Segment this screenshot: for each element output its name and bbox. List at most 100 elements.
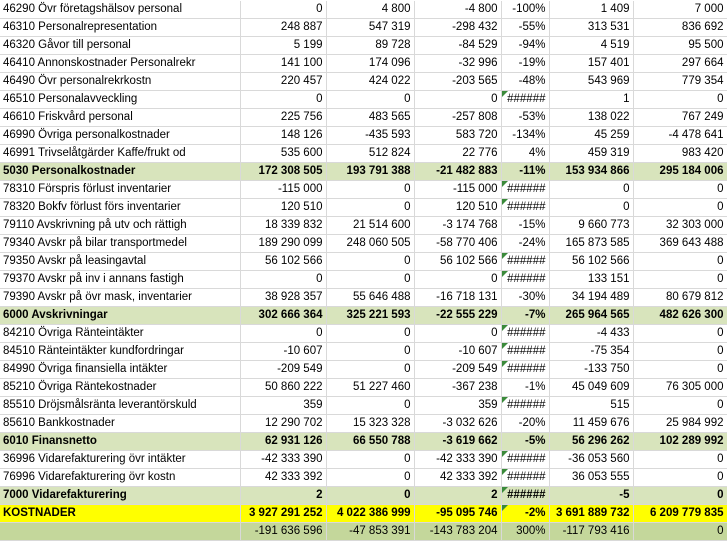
value-cell-6[interactable]: 0	[633, 486, 727, 505]
value-cell-6[interactable]: -4 478 641	[633, 126, 727, 145]
value-cell-1[interactable]: 18 339 832	[240, 216, 327, 235]
value-cell-5[interactable]: 459 319	[549, 144, 634, 163]
diff-cell[interactable]: 0	[414, 90, 502, 109]
diff-cell[interactable]: 120 510	[414, 198, 502, 217]
value-cell-6[interactable]: 482 626 300	[633, 306, 727, 325]
account-cell[interactable]: 84990 Övriga finansiella intäkter	[0, 360, 241, 379]
value-cell-6[interactable]: 779 354	[633, 72, 727, 91]
value-cell-2[interactable]: 21 514 600	[326, 216, 415, 235]
pct-cell[interactable]: -1%	[501, 378, 550, 397]
value-cell-6[interactable]: 0	[633, 324, 727, 343]
value-cell-1[interactable]: 38 928 357	[240, 288, 327, 307]
value-cell-6[interactable]: 32 303 000	[633, 216, 727, 235]
value-cell-6[interactable]: 0	[633, 90, 727, 109]
value-cell-5[interactable]: 1	[549, 90, 634, 109]
pct-cell[interactable]: -15%	[501, 216, 550, 235]
value-cell-5[interactable]: 4 519	[549, 36, 634, 55]
pct-cell[interactable]: ######	[501, 324, 550, 343]
diff-cell[interactable]: -10 607	[414, 342, 502, 361]
value-cell-1[interactable]: 359	[240, 396, 327, 415]
value-cell-1[interactable]: 42 333 392	[240, 468, 327, 487]
value-cell-2[interactable]: 0	[326, 342, 415, 361]
diff-cell[interactable]: 583 720	[414, 126, 502, 145]
value-cell-1[interactable]: 5 199	[240, 36, 327, 55]
pct-cell[interactable]: 300%	[501, 522, 550, 541]
account-cell[interactable]: 46320 Gåvor till personal	[0, 36, 241, 55]
diff-cell[interactable]: -3 174 768	[414, 216, 502, 235]
value-cell-6[interactable]: 0	[633, 450, 727, 469]
value-cell-6[interactable]: 0	[633, 468, 727, 487]
value-cell-6[interactable]: 0	[633, 396, 727, 415]
account-cell[interactable]: 46510 Personalavveckling	[0, 90, 241, 109]
account-cell[interactable]: KOSTNADER	[0, 504, 241, 523]
value-cell-1[interactable]: 220 457	[240, 72, 327, 91]
value-cell-6[interactable]: 0	[633, 360, 727, 379]
account-cell[interactable]	[0, 522, 241, 541]
value-cell-5[interactable]: 133 151	[549, 270, 634, 289]
value-cell-5[interactable]: 3 691 889 732	[549, 504, 634, 523]
pct-cell[interactable]: ######	[501, 468, 550, 487]
diff-cell[interactable]: 0	[414, 324, 502, 343]
value-cell-6[interactable]: 95 500	[633, 36, 727, 55]
value-cell-6[interactable]: 369 643 488	[633, 234, 727, 253]
pct-cell[interactable]: -5%	[501, 432, 550, 451]
account-cell[interactable]: 6000 Avskrivningar	[0, 306, 241, 325]
value-cell-6[interactable]: 0	[633, 522, 727, 541]
value-cell-2[interactable]: 55 646 488	[326, 288, 415, 307]
value-cell-5[interactable]: 543 969	[549, 72, 634, 91]
value-cell-1[interactable]: -10 607	[240, 342, 327, 361]
value-cell-2[interactable]: 51 227 460	[326, 378, 415, 397]
value-cell-2[interactable]: 248 060 505	[326, 234, 415, 253]
value-cell-5[interactable]: -75 354	[549, 342, 634, 361]
value-cell-6[interactable]: 297 664	[633, 54, 727, 73]
pct-cell[interactable]: ######	[501, 360, 550, 379]
diff-cell[interactable]: 56 102 566	[414, 252, 502, 271]
value-cell-2[interactable]: 4 022 386 999	[326, 504, 415, 523]
diff-cell[interactable]: -3 619 662	[414, 432, 502, 451]
pct-cell[interactable]: -55%	[501, 18, 550, 37]
value-cell-2[interactable]: 0	[326, 450, 415, 469]
value-cell-2[interactable]: 0	[326, 396, 415, 415]
diff-cell[interactable]: -42 333 390	[414, 450, 502, 469]
value-cell-1[interactable]: 2	[240, 486, 327, 505]
pct-cell[interactable]: ######	[501, 180, 550, 199]
value-cell-1[interactable]: 3 927 291 252	[240, 504, 327, 523]
value-cell-5[interactable]: -4 433	[549, 324, 634, 343]
value-cell-1[interactable]: 50 860 222	[240, 378, 327, 397]
value-cell-2[interactable]: -47 853 391	[326, 522, 415, 541]
account-cell[interactable]: 79350 Avskr på leasingavtal	[0, 252, 241, 271]
diff-cell[interactable]: 0	[414, 270, 502, 289]
value-cell-6[interactable]: 76 305 000	[633, 378, 727, 397]
account-cell[interactable]: 46410 Annonskostnader Personalrekr	[0, 54, 241, 73]
value-cell-5[interactable]: 1 409	[549, 1, 634, 19]
diff-cell[interactable]: -203 565	[414, 72, 502, 91]
pct-cell[interactable]: ######	[501, 90, 550, 109]
account-cell[interactable]: 46490 Övr personalrekrkostn	[0, 72, 241, 91]
value-cell-1[interactable]: 0	[240, 90, 327, 109]
value-cell-2[interactable]: 424 022	[326, 72, 415, 91]
value-cell-2[interactable]: 66 550 788	[326, 432, 415, 451]
value-cell-2[interactable]: 0	[326, 486, 415, 505]
value-cell-5[interactable]: 45 259	[549, 126, 634, 145]
value-cell-5[interactable]: -117 793 416	[549, 522, 634, 541]
account-cell[interactable]: 79340 Avskr på bilar transportmedel	[0, 234, 241, 253]
pct-cell[interactable]: -53%	[501, 108, 550, 127]
value-cell-1[interactable]: 148 126	[240, 126, 327, 145]
value-cell-1[interactable]: 0	[240, 324, 327, 343]
value-cell-2[interactable]: 0	[326, 324, 415, 343]
pct-cell[interactable]: -134%	[501, 126, 550, 145]
diff-cell[interactable]: -143 783 204	[414, 522, 502, 541]
value-cell-5[interactable]: 165 873 585	[549, 234, 634, 253]
account-cell[interactable]: 6010 Finansnetto	[0, 432, 241, 451]
diff-cell[interactable]: -21 482 883	[414, 162, 502, 181]
diff-cell[interactable]: 2	[414, 486, 502, 505]
value-cell-1[interactable]: 225 756	[240, 108, 327, 127]
pct-cell[interactable]: -94%	[501, 36, 550, 55]
value-cell-6[interactable]: 0	[633, 270, 727, 289]
value-cell-5[interactable]: 36 053 555	[549, 468, 634, 487]
diff-cell[interactable]: -84 529	[414, 36, 502, 55]
value-cell-2[interactable]: 0	[326, 360, 415, 379]
value-cell-1[interactable]: -115 000	[240, 180, 327, 199]
value-cell-2[interactable]: 483 565	[326, 108, 415, 127]
diff-cell[interactable]: 42 333 392	[414, 468, 502, 487]
